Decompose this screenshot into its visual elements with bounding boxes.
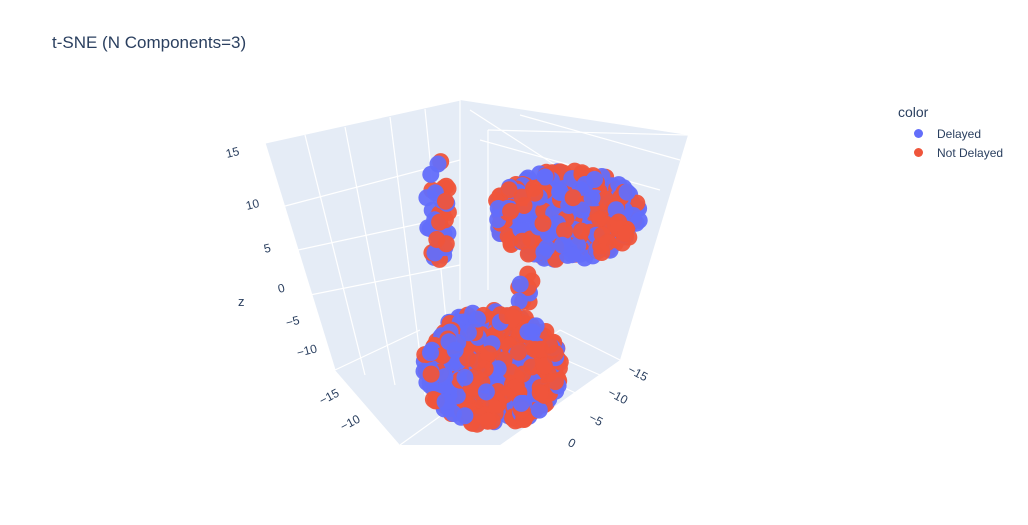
z-axis-ticks: 15 10 5 0 −5 −10 xyxy=(224,144,318,360)
gridline xyxy=(559,329,621,361)
data-point[interactable] xyxy=(479,412,497,430)
data-point[interactable] xyxy=(530,401,548,419)
gridline xyxy=(284,264,461,301)
data-point[interactable] xyxy=(436,368,454,386)
z-tick-label: 10 xyxy=(244,196,261,213)
data-point[interactable] xyxy=(556,222,573,240)
data-point[interactable] xyxy=(469,310,486,328)
data-point[interactable] xyxy=(456,368,474,386)
data-point[interactable] xyxy=(496,386,514,404)
data-point[interactable] xyxy=(510,343,527,361)
data-point[interactable] xyxy=(459,324,477,342)
z-tick-label: 15 xyxy=(224,144,241,161)
data-point[interactable] xyxy=(618,183,636,201)
legend-item-delayed[interactable]: Delayed xyxy=(898,124,1003,143)
z-tick-label: 5 xyxy=(262,241,272,256)
data-point[interactable] xyxy=(511,275,529,293)
data-point[interactable] xyxy=(500,181,518,199)
data-point[interactable] xyxy=(510,292,528,310)
legend-title: color xyxy=(898,104,929,120)
y-tick-label: −5 xyxy=(587,410,606,429)
x-tick-label: −15 xyxy=(317,386,342,408)
data-point[interactable] xyxy=(572,222,590,240)
y-tick-label: 0 xyxy=(566,435,579,451)
data-point[interactable] xyxy=(489,360,507,378)
data-point[interactable] xyxy=(431,213,449,231)
data-point[interactable] xyxy=(535,243,553,261)
data-point[interactable] xyxy=(519,323,537,341)
data-point[interactable] xyxy=(526,184,544,202)
data-point[interactable] xyxy=(456,407,474,425)
data-point[interactable] xyxy=(426,244,444,262)
gridline xyxy=(264,142,336,371)
data-point[interactable] xyxy=(437,192,454,210)
data-point[interactable] xyxy=(422,365,440,383)
gridline xyxy=(264,99,461,144)
data-point[interactable] xyxy=(504,308,522,326)
data-point[interactable] xyxy=(512,394,530,412)
data-point[interactable] xyxy=(422,344,439,362)
data-point[interactable] xyxy=(502,202,520,220)
legend: color Delayed Not Delayed xyxy=(898,104,1003,162)
data-point[interactable] xyxy=(541,336,559,354)
data-point[interactable] xyxy=(617,225,635,243)
data-point[interactable] xyxy=(469,353,487,371)
data-point[interactable] xyxy=(531,384,549,402)
data-point[interactable] xyxy=(514,365,532,383)
z-axis-title: z xyxy=(238,294,245,309)
data-point[interactable] xyxy=(583,189,601,207)
data-point[interactable] xyxy=(593,244,611,261)
legend-marker-not-delayed xyxy=(914,148,923,157)
data-point[interactable] xyxy=(630,211,648,229)
gridline xyxy=(304,134,366,376)
legend-label-delayed: Delayed xyxy=(937,126,982,141)
chart-title: t-SNE (N Components=3) xyxy=(52,33,247,52)
data-point[interactable] xyxy=(477,383,495,401)
gridline xyxy=(344,126,396,386)
gridline xyxy=(519,114,681,161)
data-point[interactable] xyxy=(428,231,446,248)
data-point[interactable] xyxy=(564,189,582,207)
data-point[interactable] xyxy=(515,197,533,214)
data-point[interactable] xyxy=(586,171,603,188)
data-point[interactable] xyxy=(535,357,553,375)
data-point[interactable] xyxy=(536,168,554,186)
z-tick-label: 0 xyxy=(276,281,286,296)
data-point[interactable] xyxy=(519,245,537,263)
legend-marker-delayed xyxy=(914,129,923,138)
y-tick-label: −10 xyxy=(606,385,631,407)
z-tick-label: −10 xyxy=(295,341,318,360)
legend-label-not-delayed: Not Delayed xyxy=(937,145,1004,160)
legend-item-not-delayed[interactable]: Not Delayed xyxy=(898,143,1003,162)
gridline xyxy=(487,129,689,136)
data-point[interactable] xyxy=(534,214,552,232)
data-point[interactable] xyxy=(573,201,591,219)
data-point[interactable] xyxy=(429,155,447,173)
data-point[interactable] xyxy=(446,341,464,359)
x-tick-label: −10 xyxy=(338,412,363,434)
points-layer[interactable] xyxy=(415,153,648,433)
z-tick-label: −5 xyxy=(284,313,301,330)
gridline xyxy=(334,329,421,371)
data-point[interactable] xyxy=(436,393,454,411)
y-tick-label: −15 xyxy=(626,362,651,384)
data-point[interactable] xyxy=(513,232,531,250)
data-point[interactable] xyxy=(553,236,571,254)
data-point[interactable] xyxy=(546,373,564,391)
